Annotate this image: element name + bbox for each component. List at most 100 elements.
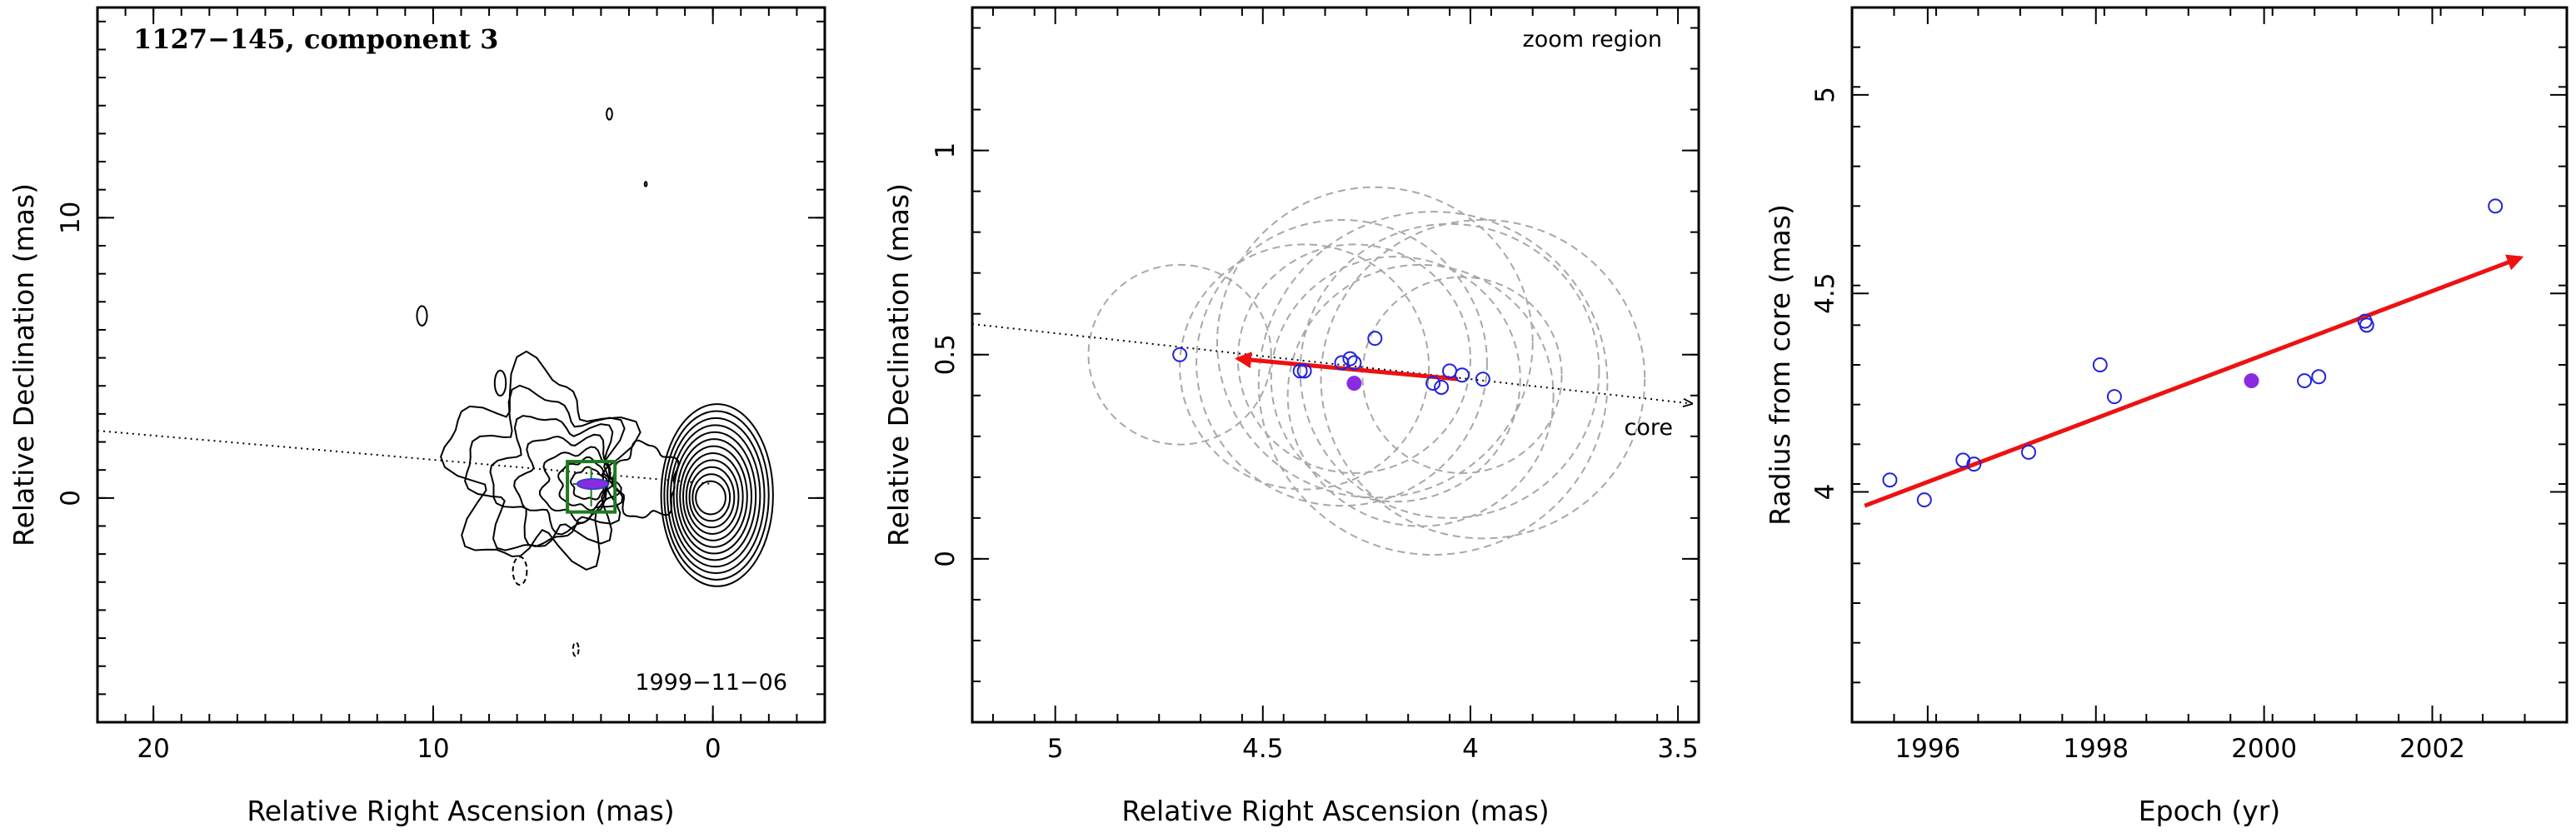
data-point	[1882, 472, 1898, 488]
plot-frame	[96, 6, 826, 724]
core-contour	[688, 466, 736, 529]
isolated-contour	[493, 369, 507, 397]
core-contour	[679, 445, 748, 548]
data-point	[2297, 373, 2313, 389]
jet-axis-line	[972, 322, 1692, 404]
data-point	[1966, 456, 1982, 472]
beam-circle	[1196, 218, 1488, 507]
y-axis-label: Radius from core (mas)	[1764, 204, 1796, 526]
data-point	[1442, 363, 1458, 379]
points-layer	[1882, 198, 2504, 508]
velocity-arrow	[1234, 352, 1459, 382]
beam-circle	[1179, 243, 1430, 491]
panel-radius-epoch: 1996 1998 2000 2002 4 4.5 5 Epoch (yr) Radius …	[1764, 6, 2569, 827]
core-contour	[663, 410, 770, 581]
ticks-layer: 20 10 0 0 10	[56, 7, 826, 764]
ticks-layer: 1996 1998 2000 2002 4 4.5 5	[1810, 7, 2568, 764]
data-point	[1425, 376, 1441, 392]
x-tick-label: 1998	[2063, 734, 2129, 764]
beam-circle	[1299, 222, 1600, 519]
data-point	[1955, 452, 1971, 468]
component-marker	[576, 477, 609, 491]
plot-frame	[1850, 6, 2569, 724]
data-point	[2106, 389, 2122, 405]
x-axis-label: Relative Right Ascension (mas)	[247, 795, 674, 827]
x-tick-label: 4.5	[1242, 734, 1283, 764]
jet-contour	[440, 350, 642, 571]
x-tick-label: 3.5	[1657, 734, 1698, 764]
contour-layer	[416, 107, 774, 657]
zoom-region-label: zoom region	[1523, 27, 1662, 52]
y-tick-label: 0	[56, 490, 86, 506]
axis-line-layer	[97, 430, 713, 514]
x-tick-label: 10	[417, 734, 449, 764]
axis-line-layer	[972, 322, 1692, 404]
y-tick-label: 0.5	[931, 334, 961, 375]
fit-arrow-layer	[1864, 254, 2524, 508]
x-tick-label: 5	[1047, 734, 1064, 764]
core-contour	[685, 459, 740, 536]
y-axis-label: Relative Declination (mas)	[882, 183, 915, 546]
x-axis-label: Epoch (yr)	[2139, 795, 2280, 827]
data-point	[2359, 317, 2374, 333]
beam-circle	[1216, 186, 1534, 499]
beam-circles-layer	[1087, 186, 1646, 556]
core-contour	[682, 451, 744, 541]
ticks-layer: 5 4.5 4 3.5 0 0.5 1	[931, 7, 1700, 764]
jet-contour	[464, 384, 626, 551]
beam-circle	[1257, 211, 1609, 556]
points-layer	[1172, 331, 1490, 395]
core-contour	[695, 480, 726, 516]
core-contour	[672, 431, 757, 561]
x-tick-label: 2000	[2231, 734, 2297, 764]
jet-axis-line	[97, 430, 713, 485]
y-tick-label: 10	[56, 202, 86, 234]
beam-circle	[1286, 263, 1555, 527]
isolated-contour	[512, 556, 528, 586]
data-point	[2311, 369, 2327, 385]
beam-circle	[1236, 243, 1471, 474]
epoch-date-label: 1999−11−06	[635, 670, 787, 696]
x-axis-label: Relative Right Ascension (mas)	[1121, 795, 1549, 827]
beam-circle	[1087, 263, 1272, 446]
y-axis-label: Relative Declination (mas)	[7, 183, 40, 546]
core-contour	[666, 416, 766, 575]
x-tick-label: 4	[1462, 734, 1479, 764]
data-point	[1172, 347, 1188, 362]
data-point	[1334, 355, 1350, 371]
x-tick-label: 1996	[1895, 734, 1960, 764]
fit-arrow	[1864, 254, 2524, 508]
beam-circle	[1320, 218, 1646, 540]
isolated-contour	[606, 107, 613, 121]
data-point	[1342, 351, 1358, 367]
panel-contour-map: 20 10 0 0 10 1127−145, component 3 1999−11−0…	[7, 6, 826, 827]
y-tick-label: 4.5	[1810, 273, 1840, 314]
plot-frame	[971, 6, 1700, 724]
isolated-contour	[643, 181, 648, 187]
zoom-region-box	[566, 460, 617, 514]
core-label: core	[1625, 415, 1673, 441]
core-contour	[691, 473, 731, 522]
beam-circle	[1270, 256, 1521, 503]
current-epoch-point	[2244, 373, 2259, 389]
y-tick-label: 0	[931, 551, 961, 567]
data-point	[1346, 355, 1362, 371]
panel-zoom-region: 5 4.5 4 3.5 0 0.5 1 zoom region core Relative …	[882, 6, 1700, 827]
core-contour	[676, 438, 753, 555]
x-tick-label: 2002	[2399, 734, 2465, 764]
x-tick-label: 20	[137, 734, 169, 764]
isolated-contour	[416, 305, 428, 327]
jet-contour	[538, 446, 622, 524]
y-tick-label: 5	[1810, 87, 1840, 103]
data-point	[1454, 367, 1470, 383]
current-epoch-point	[1346, 376, 1362, 392]
jet-contour	[513, 433, 624, 536]
y-tick-label: 1	[931, 142, 961, 159]
x-tick-label: 0	[705, 734, 721, 764]
data-point	[1475, 372, 1490, 387]
data-point	[2020, 444, 2036, 460]
beam-circle	[1361, 276, 1563, 474]
data-point	[2092, 357, 2108, 372]
data-point	[1367, 331, 1383, 347]
